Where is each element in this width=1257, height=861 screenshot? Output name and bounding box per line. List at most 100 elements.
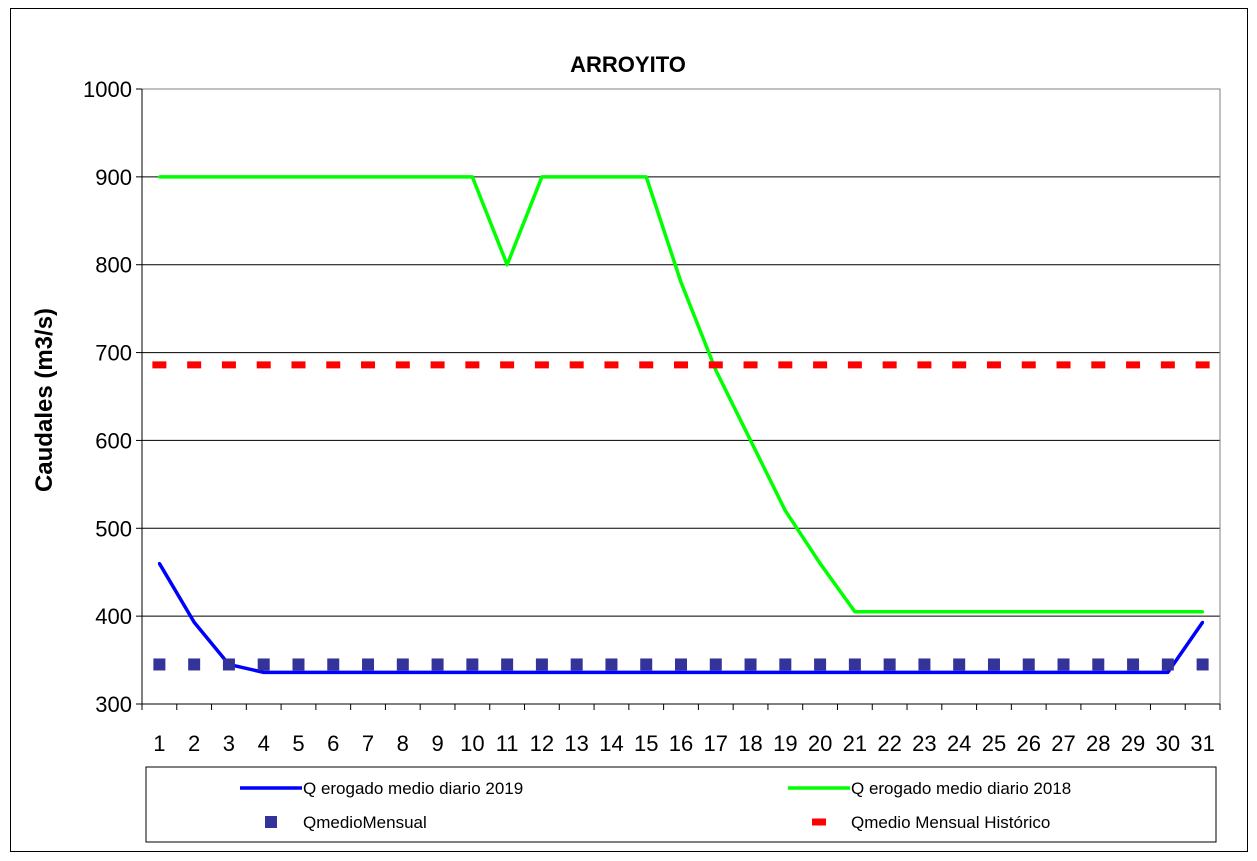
x-tick-label: 29 xyxy=(1121,731,1145,756)
y-tick-label: 600 xyxy=(95,428,132,453)
data-point xyxy=(1127,658,1140,671)
data-point xyxy=(1062,670,1066,674)
data-point xyxy=(569,361,584,369)
data-point xyxy=(262,175,266,179)
data-point xyxy=(888,670,892,674)
data-point xyxy=(534,361,549,369)
data-point xyxy=(361,361,376,369)
data-point xyxy=(1196,658,1209,671)
data-point xyxy=(644,175,648,179)
series-layer xyxy=(152,175,1210,675)
data-point xyxy=(679,280,683,284)
data-point xyxy=(953,658,966,671)
data-point xyxy=(227,175,231,179)
data-point xyxy=(1057,658,1070,671)
data-point xyxy=(505,263,509,267)
data-point xyxy=(1062,610,1066,614)
x-tick-label: 1 xyxy=(153,731,165,756)
x-tick-label: 19 xyxy=(773,731,797,756)
data-point xyxy=(331,670,335,674)
data-point xyxy=(465,361,480,369)
data-point xyxy=(644,670,648,674)
data-point xyxy=(362,658,375,671)
data-point xyxy=(570,658,583,671)
data-point xyxy=(813,361,828,369)
data-point xyxy=(675,658,687,671)
data-point xyxy=(609,175,613,179)
legend-label: Qmedio Mensual Histórico xyxy=(851,813,1050,832)
data-point xyxy=(366,175,370,179)
data-point xyxy=(814,658,827,671)
data-point xyxy=(257,658,270,671)
data-point xyxy=(296,175,300,179)
x-tick-label: 21 xyxy=(843,731,867,756)
data-point xyxy=(540,670,544,674)
axes xyxy=(136,88,1221,710)
data-point xyxy=(918,658,931,671)
x-tick-label: 6 xyxy=(327,731,339,756)
data-point xyxy=(986,361,1001,369)
y-tick-label: 800 xyxy=(95,253,132,278)
data-point xyxy=(778,361,793,369)
series-2 xyxy=(153,658,1209,671)
data-point xyxy=(853,610,857,614)
data-point xyxy=(436,175,440,179)
data-point xyxy=(818,561,822,565)
x-tick-label: 5 xyxy=(292,731,304,756)
data-point xyxy=(714,368,718,372)
x-tick-label: 7 xyxy=(362,731,374,756)
data-point xyxy=(1131,610,1135,614)
x-tick-label: 26 xyxy=(1016,731,1040,756)
x-tick-label: 14 xyxy=(599,731,623,756)
data-point xyxy=(192,620,196,624)
data-point xyxy=(291,361,306,369)
legend-item: Q erogado medio diario 2019 xyxy=(240,779,523,798)
data-point xyxy=(505,670,509,674)
data-point xyxy=(882,361,897,369)
legend-label: QmedioMensual xyxy=(303,813,427,832)
series-0 xyxy=(157,561,1205,675)
y-axis-label: Caudales (m3/s) xyxy=(31,308,58,492)
x-tick-label: 30 xyxy=(1156,731,1180,756)
data-point xyxy=(221,361,236,369)
data-point xyxy=(674,361,688,369)
data-point xyxy=(575,670,579,674)
data-point xyxy=(575,175,579,179)
data-point xyxy=(922,610,926,614)
data-point xyxy=(262,670,266,674)
data-point xyxy=(1131,670,1135,674)
data-point xyxy=(1096,610,1100,614)
data-point xyxy=(744,658,757,671)
data-point xyxy=(888,610,892,614)
data-point xyxy=(847,361,862,369)
data-point xyxy=(1166,670,1170,674)
legend-label: Q erogado medio diario 2018 xyxy=(851,779,1071,798)
y-tick-label: 500 xyxy=(95,516,132,541)
chart-title: ARROYITO xyxy=(570,52,686,77)
data-point xyxy=(188,658,201,671)
x-tick-label: 10 xyxy=(460,731,484,756)
data-point xyxy=(952,361,967,369)
data-point xyxy=(153,658,166,671)
data-point xyxy=(1091,361,1106,369)
data-point xyxy=(987,658,1000,671)
data-point xyxy=(256,361,271,369)
legend: Q erogado medio diario 2019 Q erogado med… xyxy=(240,779,1071,832)
legend-swatch xyxy=(265,816,277,828)
x-tick-label: 4 xyxy=(258,731,270,756)
x-tick-label: 25 xyxy=(982,731,1006,756)
data-point xyxy=(1126,361,1141,369)
data-point xyxy=(395,361,410,369)
data-point xyxy=(957,670,961,674)
data-point xyxy=(749,438,753,442)
data-point xyxy=(466,658,479,671)
data-point xyxy=(436,670,440,674)
data-point xyxy=(152,361,167,369)
data-point xyxy=(331,175,335,179)
x-tick-label: 8 xyxy=(397,731,409,756)
data-point xyxy=(604,361,619,369)
data-point xyxy=(222,658,235,671)
x-tick-label: 3 xyxy=(223,731,235,756)
series-line xyxy=(159,175,1203,614)
